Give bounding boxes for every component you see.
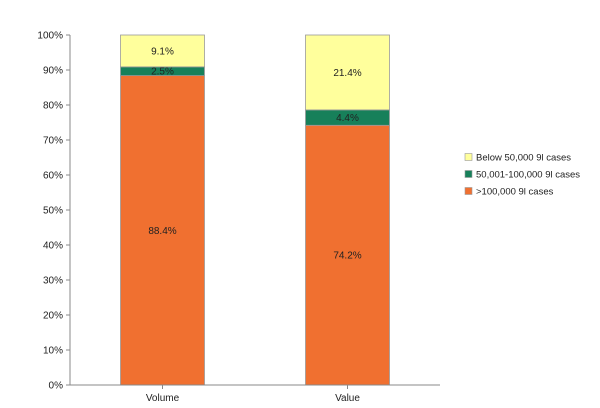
data-label: 4.4% xyxy=(336,113,359,124)
y-tick-label: 0% xyxy=(49,381,64,392)
legend: Below 50,000 9l cases 50,001-100,000 9l c… xyxy=(464,153,580,198)
bar-segment xyxy=(305,34,390,111)
data-label: 2.5% xyxy=(151,67,174,78)
x-category-label: Value xyxy=(335,393,360,404)
y-tick-label: 80% xyxy=(43,101,63,112)
bar-segment xyxy=(120,34,205,68)
x-axis: Volume Value xyxy=(70,384,440,404)
y-tick-label: 40% xyxy=(43,241,63,252)
y-tick-label: 70% xyxy=(43,136,63,147)
data-label: 21.4% xyxy=(333,68,361,79)
y-tick-label: 90% xyxy=(43,66,63,77)
legend-label: 50,001-100,000 9l cases xyxy=(476,170,580,181)
legend-label: >100,000 9l cases xyxy=(476,187,554,198)
data-label: 88.4% xyxy=(148,226,176,237)
y-tick-label: 60% xyxy=(43,171,63,182)
y-tick-label: 20% xyxy=(43,311,63,322)
y-tick-label: 30% xyxy=(43,276,63,287)
bar-segment xyxy=(120,75,205,386)
x-category-label: Volume xyxy=(146,393,180,404)
data-label: 9.1% xyxy=(151,46,174,57)
data-label: 74.2% xyxy=(333,251,361,262)
legend-swatch xyxy=(464,153,473,161)
legend-swatch xyxy=(464,187,473,195)
bars: 88.4% 2.5% 9.1% 74.2% 4.4% 21.4% xyxy=(120,34,390,386)
legend-label: Below 50,000 9l cases xyxy=(476,153,571,164)
y-axis: 0% 10% 20% 30% 40% 50% 60% 70% 80% 90% 100% xyxy=(37,31,71,392)
bar-segment xyxy=(305,124,390,386)
legend-swatch xyxy=(464,170,473,178)
y-tick-label: 10% xyxy=(43,346,63,357)
y-tick-label: 100% xyxy=(37,31,63,42)
y-tick-label: 50% xyxy=(43,206,63,217)
